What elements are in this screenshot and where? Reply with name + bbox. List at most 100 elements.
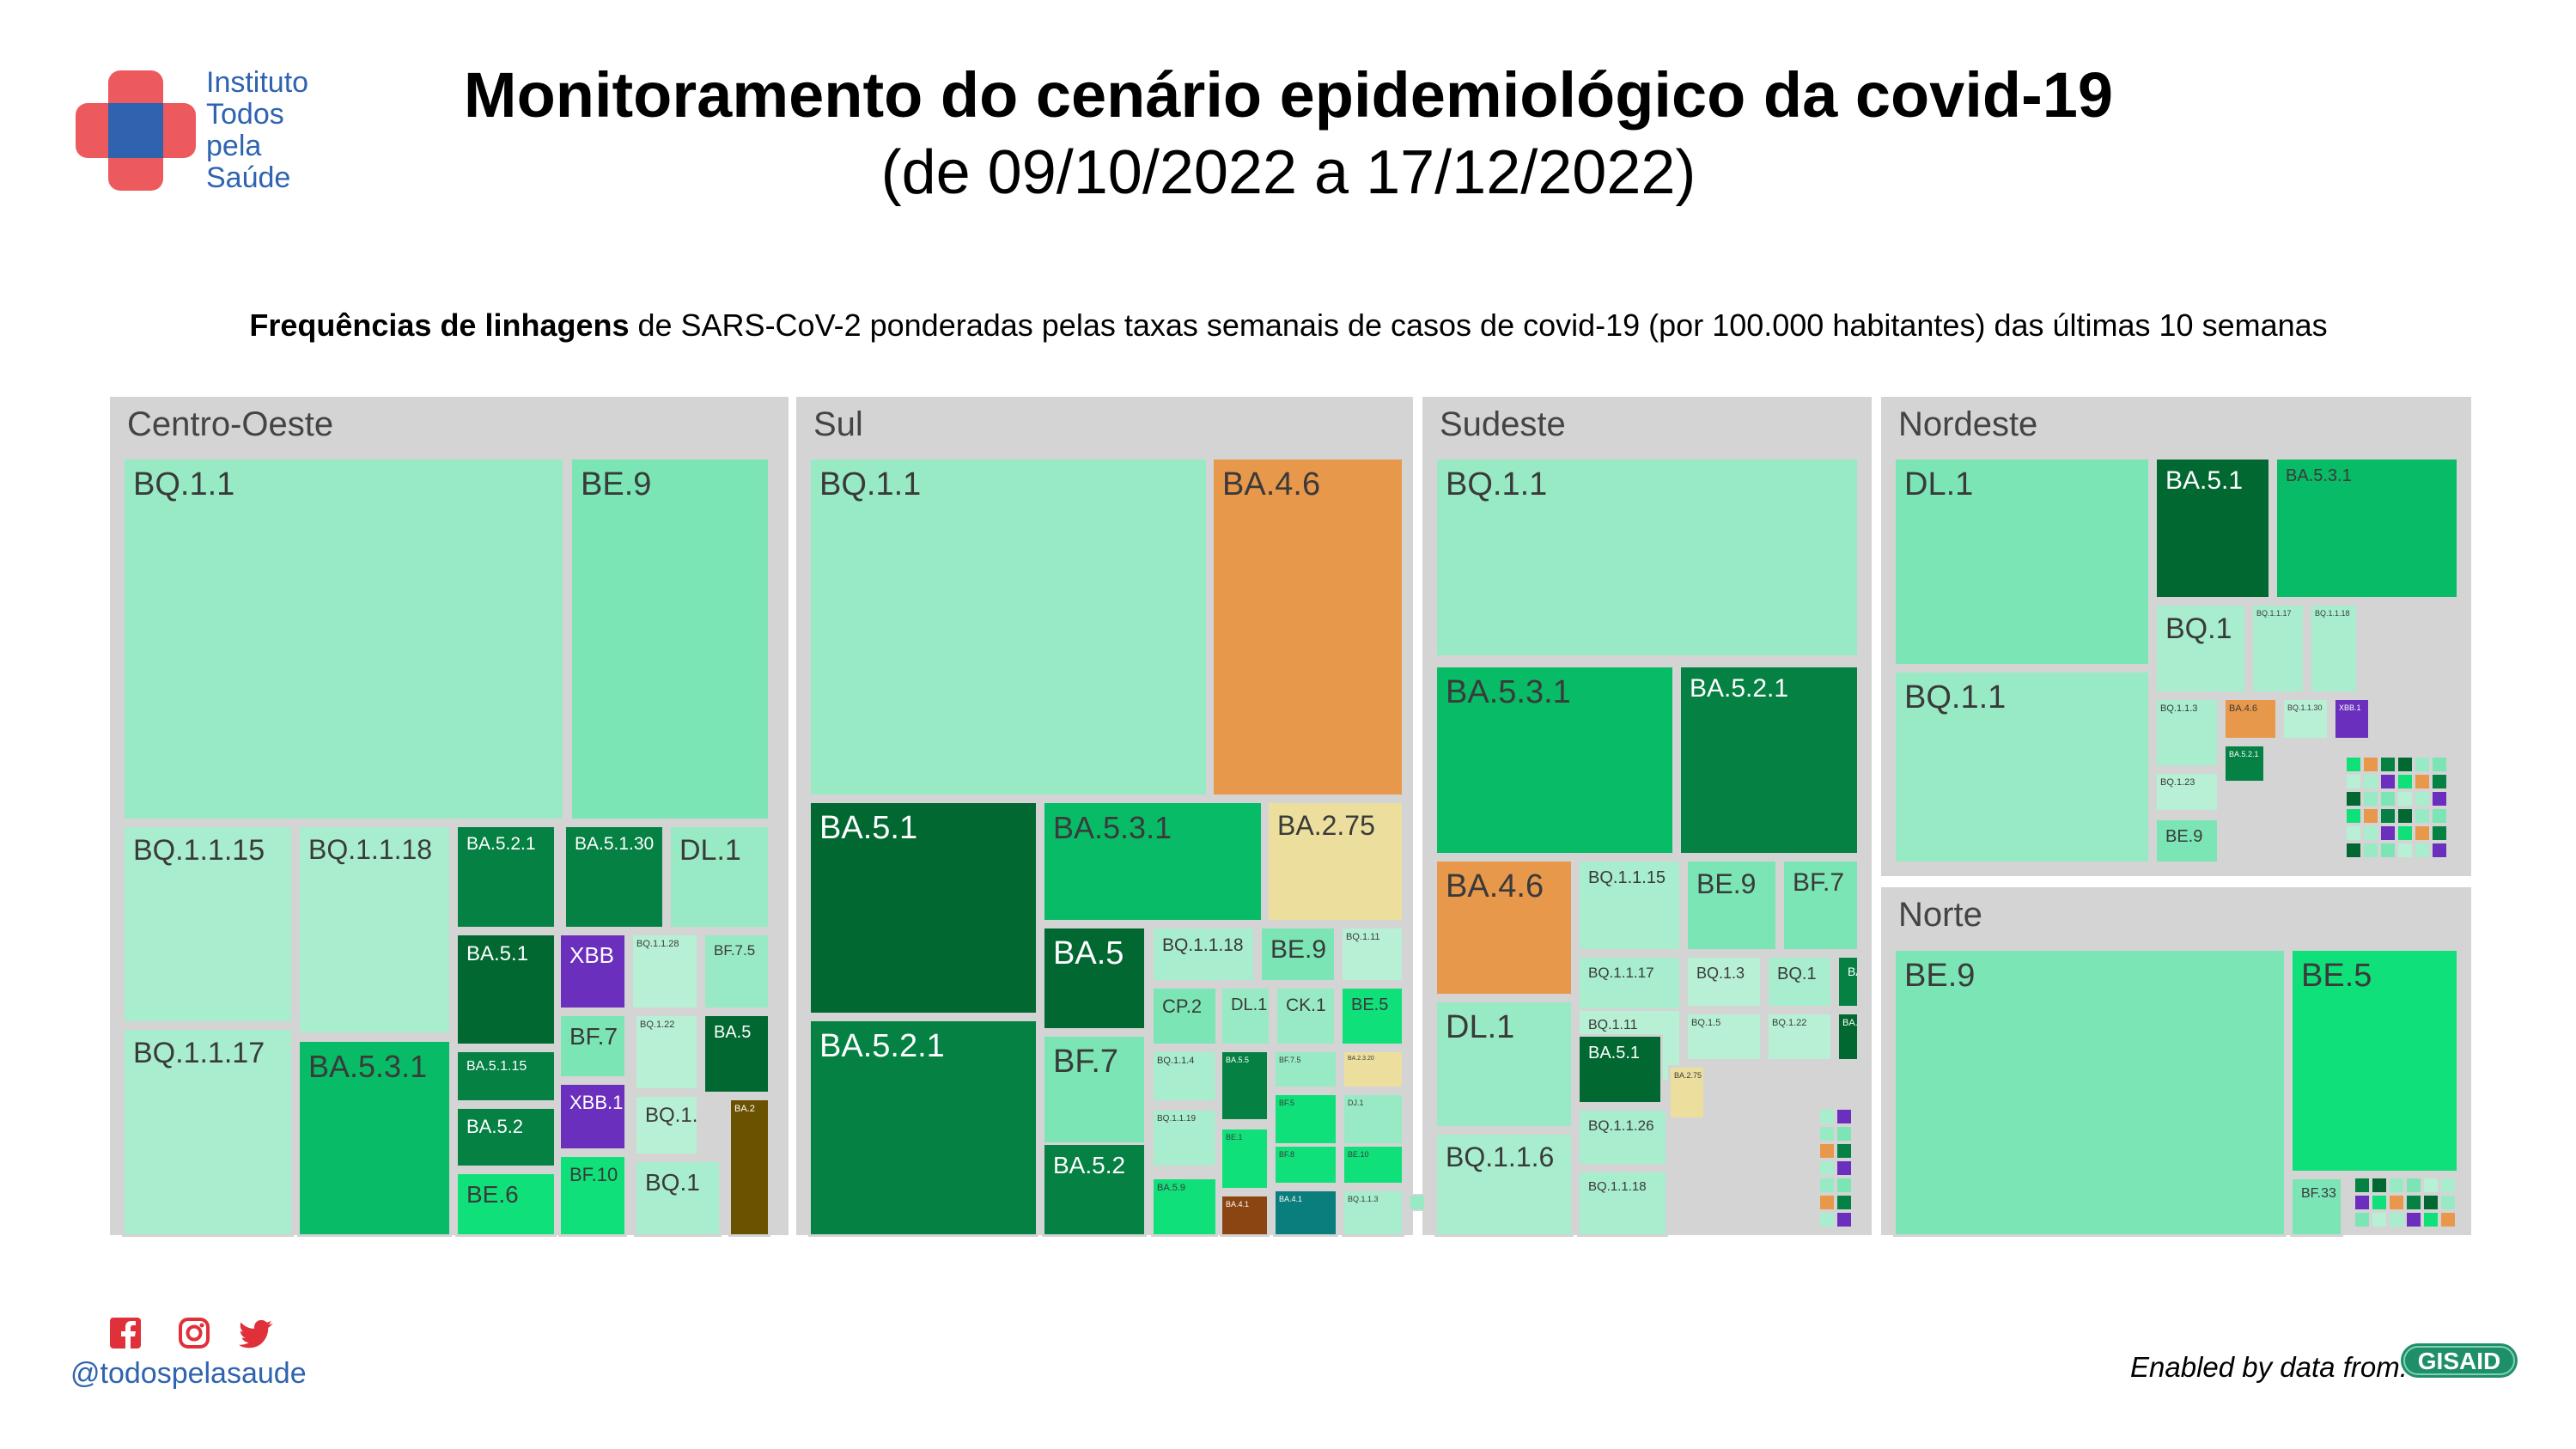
treemap-tile[interactable]: BF.7.5 bbox=[703, 933, 770, 1010]
treemap-mini-tile[interactable] bbox=[2414, 842, 2431, 859]
treemap-mini-tile[interactable] bbox=[2379, 756, 2396, 773]
treemap-tile[interactable]: BF.5 bbox=[1273, 1093, 1338, 1146]
treemap-tile[interactable]: BQ.1.1.15 bbox=[1577, 859, 1682, 952]
treemap-tile[interactable]: BE.9 bbox=[1259, 926, 1337, 983]
treemap-mini-tile[interactable] bbox=[2371, 1177, 2388, 1194]
treemap-mini-tile[interactable] bbox=[2379, 842, 2396, 859]
treemap-tile[interactable]: BA.5 bbox=[703, 1014, 770, 1094]
treemap-mini-tile[interactable] bbox=[2396, 773, 2414, 790]
treemap-mini-tile[interactable] bbox=[2396, 825, 2414, 842]
treemap-tile[interactable]: BA.4.1 bbox=[1273, 1189, 1338, 1237]
treemap-mini-tile[interactable] bbox=[2396, 756, 2414, 773]
treemap-mini-tile[interactable] bbox=[2388, 1177, 2405, 1194]
treemap-mini-tile[interactable] bbox=[1836, 1142, 1853, 1160]
treemap-tile[interactable]: BQ.1.1.30 bbox=[2281, 697, 2329, 740]
treemap-tile[interactable]: BE.9 bbox=[569, 457, 770, 821]
treemap-tile[interactable]: BE.9 bbox=[1893, 948, 2287, 1237]
treemap-tile[interactable]: BQ.1.8 bbox=[634, 1094, 699, 1156]
treemap-tile[interactable]: BF.8 bbox=[1273, 1144, 1338, 1185]
treemap-tile[interactable]: BA.5.2.1 bbox=[1678, 665, 1860, 855]
treemap-mini-tile[interactable] bbox=[2396, 790, 2414, 807]
treemap-tile[interactable]: BQ.1.1 bbox=[122, 457, 565, 821]
treemap-mini-tile[interactable] bbox=[2345, 773, 2362, 790]
treemap-tile[interactable]: BA.2 bbox=[728, 1098, 770, 1237]
treemap-mini-tile[interactable] bbox=[1836, 1177, 1853, 1194]
treemap-mini-tile[interactable] bbox=[2354, 1211, 2371, 1228]
treemap-tile[interactable]: XBB.1 bbox=[2333, 697, 2371, 740]
treemap-mini-tile[interactable] bbox=[2345, 842, 2362, 859]
treemap-tile[interactable]: DL.1 bbox=[1893, 457, 2151, 667]
treemap-tile[interactable]: DJ.1 bbox=[1342, 1093, 1404, 1146]
treemap-tile[interactable]: BQ.1.1.18 bbox=[1151, 926, 1256, 983]
treemap-mini-tile[interactable] bbox=[2345, 825, 2362, 842]
treemap-tile[interactable]: BA.5.1 bbox=[1577, 1034, 1663, 1105]
treemap-mini-tile[interactable] bbox=[2362, 756, 2379, 773]
treemap-tile[interactable]: BE.6 bbox=[455, 1172, 557, 1237]
treemap-tile[interactable]: BQ.1.1.15 bbox=[122, 825, 294, 1024]
treemap-tile[interactable]: BF.7 bbox=[1781, 859, 1860, 952]
treemap-mini-tile[interactable] bbox=[2362, 842, 2379, 859]
treemap-tile[interactable]: BQ.1.1.3 bbox=[2154, 697, 2220, 768]
treemap-mini-tile[interactable] bbox=[2439, 1177, 2457, 1194]
treemap-tile[interactable]: BA.5.1 bbox=[2154, 457, 2271, 600]
treemap-tile[interactable]: XBB bbox=[558, 933, 627, 1010]
treemap-mini-tile[interactable] bbox=[2362, 807, 2379, 825]
treemap-tile[interactable]: BA.5.2.1 bbox=[2223, 744, 2266, 783]
treemap-mini-tile[interactable] bbox=[2345, 790, 2362, 807]
treemap-tile[interactable]: BQ.1 bbox=[2154, 603, 2247, 694]
treemap-mini-tile[interactable] bbox=[2362, 790, 2379, 807]
treemap-tile[interactable]: BQ.1.22 bbox=[634, 1014, 699, 1091]
treemap-tile[interactable]: BQ.1.1.18 bbox=[2309, 603, 2359, 694]
treemap-tile[interactable]: BE.10 bbox=[1342, 1144, 1404, 1185]
treemap-mini-tile[interactable] bbox=[2345, 756, 2362, 773]
treemap-tile[interactable]: BQ.1.1.6 bbox=[1434, 1132, 1574, 1237]
treemap-tile[interactable]: BA.4.6 bbox=[1434, 859, 1574, 996]
treemap-tile[interactable]: BQ.1.1 bbox=[1893, 670, 2151, 864]
treemap-mini-tile[interactable] bbox=[2379, 790, 2396, 807]
treemap-tile[interactable]: BQ.1.1.26 bbox=[1577, 1108, 1668, 1166]
treemap-tile[interactable]: BQ.1.23 bbox=[2154, 771, 2220, 813]
treemap-mini-tile[interactable] bbox=[2439, 1211, 2457, 1228]
treemap-tile[interactable]: BQ.1.1.28 bbox=[630, 933, 699, 1010]
treemap-tile[interactable]: BA.5.3.1 bbox=[297, 1039, 452, 1237]
social-handle[interactable]: @todospelasaude bbox=[70, 1357, 307, 1390]
treemap-mini-tile[interactable] bbox=[2414, 773, 2431, 790]
treemap-mini-tile[interactable] bbox=[2405, 1194, 2422, 1211]
treemap-tile[interactable]: DL.1 bbox=[1434, 1000, 1574, 1129]
treemap-mini-tile[interactable] bbox=[2431, 773, 2448, 790]
treemap-tile[interactable]: BA.5.2 bbox=[1836, 955, 1860, 1008]
treemap-mini-tile[interactable] bbox=[2431, 807, 2448, 825]
treemap-mini-tile[interactable] bbox=[1836, 1194, 1853, 1211]
treemap-tile[interactable]: BQ.1.1 bbox=[808, 457, 1209, 797]
treemap-tile[interactable]: BQ.1.1.3 bbox=[1342, 1189, 1404, 1237]
treemap-mini-tile[interactable] bbox=[2396, 842, 2414, 859]
treemap-tile[interactable]: BA.5.5 bbox=[1220, 1050, 1270, 1122]
treemap-mini-tile[interactable] bbox=[1818, 1108, 1836, 1125]
treemap-tile[interactable]: BQ.1.1.18 bbox=[1577, 1170, 1668, 1237]
treemap-tile[interactable]: BQ.1.1.4 bbox=[1151, 1050, 1218, 1103]
treemap-tile[interactable]: BQ.1.1.17 bbox=[122, 1027, 294, 1237]
treemap-tile[interactable]: BA.5.2 bbox=[1042, 1142, 1147, 1237]
treemap-tile[interactable]: BE.9 bbox=[2154, 818, 2220, 864]
treemap-tile[interactable]: CP.2 bbox=[1151, 986, 1218, 1046]
treemap-mini-tile[interactable] bbox=[2388, 1194, 2405, 1211]
treemap-mini-tile[interactable] bbox=[2431, 790, 2448, 807]
treemap-tile[interactable]: BE.1 bbox=[1220, 1127, 1270, 1190]
treemap-tile[interactable]: BA.4.6 bbox=[2223, 697, 2278, 740]
treemap-mini-tile[interactable] bbox=[1818, 1125, 1836, 1142]
treemap-mini-tile[interactable] bbox=[2362, 825, 2379, 842]
treemap-mini-tile[interactable] bbox=[2354, 1194, 2371, 1211]
treemap-tile[interactable]: BQ.1.22 bbox=[1766, 1012, 1833, 1062]
treemap-tile[interactable]: BQ.1.11 bbox=[1340, 926, 1404, 983]
treemap-mini-tile[interactable] bbox=[1836, 1108, 1853, 1125]
treemap-tile[interactable]: BA.5.1 bbox=[455, 933, 557, 1046]
treemap-mini-tile[interactable] bbox=[2405, 1177, 2422, 1194]
treemap-tile[interactable]: XBB.1 bbox=[558, 1082, 627, 1151]
treemap-tile[interactable]: BA.5 bbox=[1836, 1012, 1860, 1062]
treemap-tile[interactable]: BQ.1.3 bbox=[1685, 955, 1763, 1008]
treemap-tile[interactable]: BQ.1 bbox=[634, 1160, 722, 1237]
treemap-tile[interactable]: BA.4.1 bbox=[1220, 1194, 1270, 1237]
treemap-tile[interactable]: BA.5 bbox=[1042, 926, 1147, 1031]
treemap-mini-tile[interactable] bbox=[2422, 1211, 2439, 1228]
treemap-mini-tile[interactable] bbox=[2379, 825, 2396, 842]
